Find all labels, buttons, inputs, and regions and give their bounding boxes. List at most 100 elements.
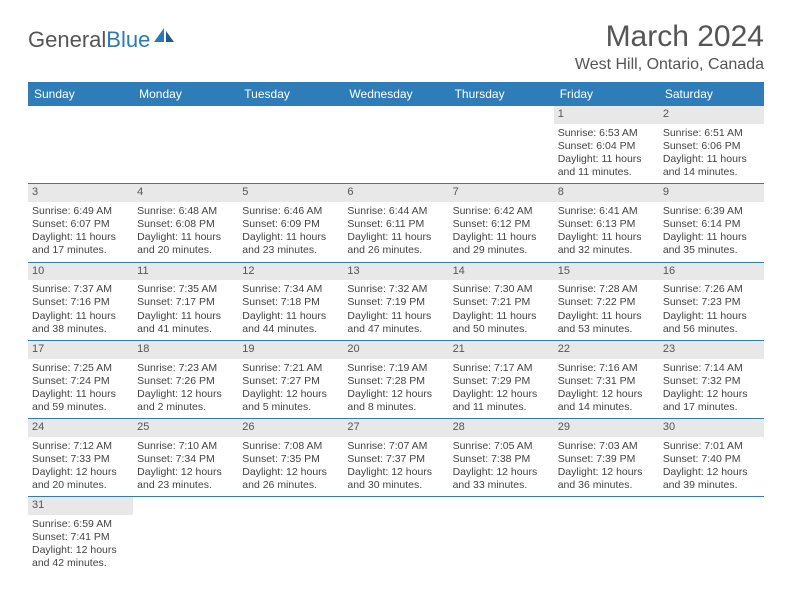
sunrise-text: Sunrise: 7:25 AM — [32, 362, 129, 375]
day-cell: 27Sunrise: 7:07 AMSunset: 7:37 PMDayligh… — [343, 419, 448, 496]
day-body: Sunrise: 7:35 AMSunset: 7:17 PMDaylight:… — [133, 280, 238, 340]
daylight-text: Daylight: 12 hours and 30 minutes. — [347, 466, 444, 492]
daylight-text: Daylight: 11 hours and 41 minutes. — [137, 310, 234, 336]
day-body: Sunrise: 7:16 AMSunset: 7:31 PMDaylight:… — [554, 359, 659, 419]
day-number: 23 — [659, 341, 764, 359]
day-number: 19 — [238, 341, 343, 359]
sunrise-text: Sunrise: 7:28 AM — [558, 283, 655, 296]
sunrise-text: Sunrise: 7:08 AM — [242, 440, 339, 453]
day-number: 28 — [449, 419, 554, 437]
logo-text-blue: Blue — [106, 27, 150, 53]
day-cell: 22Sunrise: 7:16 AMSunset: 7:31 PMDayligh… — [554, 341, 659, 418]
day-cell: 9Sunrise: 6:39 AMSunset: 6:14 PMDaylight… — [659, 184, 764, 261]
day-cell: 10Sunrise: 7:37 AMSunset: 7:16 PMDayligh… — [28, 263, 133, 340]
day-body: Sunrise: 7:01 AMSunset: 7:40 PMDaylight:… — [659, 437, 764, 497]
header: GeneralBlue March 2024 West Hill, Ontari… — [28, 20, 764, 74]
daylight-text: Daylight: 11 hours and 32 minutes. — [558, 231, 655, 257]
day-cell: 17Sunrise: 7:25 AMSunset: 7:24 PMDayligh… — [28, 341, 133, 418]
sunrise-text: Sunrise: 6:39 AM — [663, 205, 760, 218]
sunset-text: Sunset: 7:37 PM — [347, 453, 444, 466]
day-number: 9 — [659, 184, 764, 202]
day-cell: 31Sunrise: 6:59 AMSunset: 7:41 PMDayligh… — [28, 497, 133, 574]
day-body: Sunrise: 6:53 AMSunset: 6:04 PMDaylight:… — [554, 124, 659, 184]
daylight-text: Daylight: 11 hours and 38 minutes. — [32, 310, 129, 336]
day-cell — [343, 106, 448, 183]
sunset-text: Sunset: 7:19 PM — [347, 296, 444, 309]
day-number: 14 — [449, 263, 554, 281]
logo-text-general: General — [28, 27, 106, 53]
sunrise-text: Sunrise: 7:21 AM — [242, 362, 339, 375]
sunrise-text: Sunrise: 6:53 AM — [558, 127, 655, 140]
day-cell: 26Sunrise: 7:08 AMSunset: 7:35 PMDayligh… — [238, 419, 343, 496]
sunrise-text: Sunrise: 6:46 AM — [242, 205, 339, 218]
daylight-text: Daylight: 12 hours and 23 minutes. — [137, 466, 234, 492]
day-cell: 5Sunrise: 6:46 AMSunset: 6:09 PMDaylight… — [238, 184, 343, 261]
day-cell: 7Sunrise: 6:42 AMSunset: 6:12 PMDaylight… — [449, 184, 554, 261]
day-number: 30 — [659, 419, 764, 437]
day-header-row: Sunday Monday Tuesday Wednesday Thursday… — [28, 82, 764, 106]
day-number: 29 — [554, 419, 659, 437]
day-number: 4 — [133, 184, 238, 202]
sunset-text: Sunset: 7:32 PM — [663, 375, 760, 388]
sunset-text: Sunset: 6:12 PM — [453, 218, 550, 231]
sunset-text: Sunset: 6:11 PM — [347, 218, 444, 231]
day-number: 5 — [238, 184, 343, 202]
sunset-text: Sunset: 7:23 PM — [663, 296, 760, 309]
sunset-text: Sunset: 7:39 PM — [558, 453, 655, 466]
sunrise-text: Sunrise: 6:59 AM — [32, 518, 129, 531]
day-cell: 24Sunrise: 7:12 AMSunset: 7:33 PMDayligh… — [28, 419, 133, 496]
day-body: Sunrise: 7:14 AMSunset: 7:32 PMDaylight:… — [659, 359, 764, 419]
sunrise-text: Sunrise: 7:10 AM — [137, 440, 234, 453]
day-cell: 2Sunrise: 6:51 AMSunset: 6:06 PMDaylight… — [659, 106, 764, 183]
day-body: Sunrise: 7:34 AMSunset: 7:18 PMDaylight:… — [238, 280, 343, 340]
sunrise-text: Sunrise: 7:07 AM — [347, 440, 444, 453]
daylight-text: Daylight: 12 hours and 36 minutes. — [558, 466, 655, 492]
sunrise-text: Sunrise: 6:49 AM — [32, 205, 129, 218]
daylight-text: Daylight: 11 hours and 14 minutes. — [663, 153, 760, 179]
day-cell: 1Sunrise: 6:53 AMSunset: 6:04 PMDaylight… — [554, 106, 659, 183]
day-body: Sunrise: 6:41 AMSunset: 6:13 PMDaylight:… — [554, 202, 659, 262]
sunset-text: Sunset: 7:29 PM — [453, 375, 550, 388]
day-body: Sunrise: 7:05 AMSunset: 7:38 PMDaylight:… — [449, 437, 554, 497]
sunset-text: Sunset: 6:08 PM — [137, 218, 234, 231]
daylight-text: Daylight: 12 hours and 11 minutes. — [453, 388, 550, 414]
sunrise-text: Sunrise: 6:51 AM — [663, 127, 760, 140]
page-title: March 2024 — [575, 20, 764, 54]
sunset-text: Sunset: 7:22 PM — [558, 296, 655, 309]
sunrise-text: Sunrise: 7:17 AM — [453, 362, 550, 375]
daylight-text: Daylight: 11 hours and 53 minutes. — [558, 310, 655, 336]
day-body: Sunrise: 7:07 AMSunset: 7:37 PMDaylight:… — [343, 437, 448, 497]
day-cell — [343, 497, 448, 574]
sunrise-text: Sunrise: 6:42 AM — [453, 205, 550, 218]
sunset-text: Sunset: 7:27 PM — [242, 375, 339, 388]
sunrise-text: Sunrise: 7:35 AM — [137, 283, 234, 296]
day-body: Sunrise: 7:19 AMSunset: 7:28 PMDaylight:… — [343, 359, 448, 419]
day-number: 1 — [554, 106, 659, 124]
week-row: 31Sunrise: 6:59 AMSunset: 7:41 PMDayligh… — [28, 497, 764, 574]
day-number: 3 — [28, 184, 133, 202]
daylight-text: Daylight: 11 hours and 50 minutes. — [453, 310, 550, 336]
daylight-text: Daylight: 12 hours and 20 minutes. — [32, 466, 129, 492]
sunrise-text: Sunrise: 7:26 AM — [663, 283, 760, 296]
sunrise-text: Sunrise: 7:12 AM — [32, 440, 129, 453]
sunset-text: Sunset: 7:16 PM — [32, 296, 129, 309]
daylight-text: Daylight: 11 hours and 44 minutes. — [242, 310, 339, 336]
daylight-text: Daylight: 12 hours and 33 minutes. — [453, 466, 550, 492]
day-number: 24 — [28, 419, 133, 437]
day-body: Sunrise: 6:48 AMSunset: 6:08 PMDaylight:… — [133, 202, 238, 262]
week-row: 24Sunrise: 7:12 AMSunset: 7:33 PMDayligh… — [28, 419, 764, 497]
daylight-text: Daylight: 11 hours and 47 minutes. — [347, 310, 444, 336]
daylight-text: Daylight: 12 hours and 42 minutes. — [32, 544, 129, 570]
day-number: 22 — [554, 341, 659, 359]
sunset-text: Sunset: 6:09 PM — [242, 218, 339, 231]
logo: GeneralBlue — [28, 26, 178, 54]
day-cell — [133, 106, 238, 183]
daylight-text: Daylight: 12 hours and 8 minutes. — [347, 388, 444, 414]
day-cell: 28Sunrise: 7:05 AMSunset: 7:38 PMDayligh… — [449, 419, 554, 496]
logo-sail-icon — [152, 26, 178, 44]
day-number: 12 — [238, 263, 343, 281]
day-number: 27 — [343, 419, 448, 437]
day-cell: 29Sunrise: 7:03 AMSunset: 7:39 PMDayligh… — [554, 419, 659, 496]
day-number: 21 — [449, 341, 554, 359]
daylight-text: Daylight: 12 hours and 26 minutes. — [242, 466, 339, 492]
